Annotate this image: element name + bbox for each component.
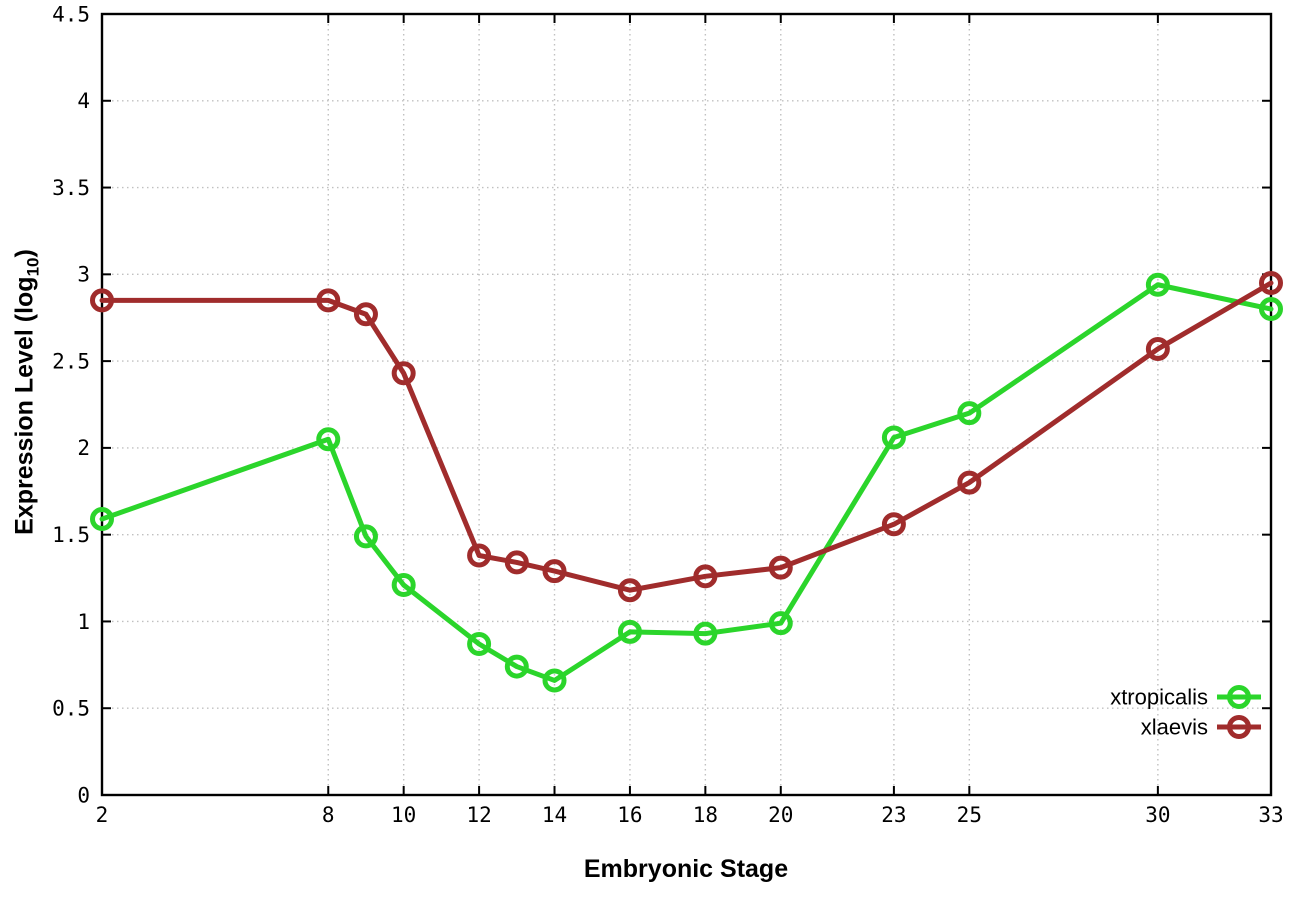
y-axis-title-subscript: 10 bbox=[23, 257, 43, 277]
xtropicalis-marker bbox=[504, 654, 529, 679]
legend-label-xlaevis: xlaevis bbox=[1141, 715, 1208, 740]
xlaevis-marker bbox=[542, 559, 567, 584]
x-tick-label: 20 bbox=[768, 803, 793, 827]
xtropicalis-marker bbox=[1259, 297, 1283, 322]
xtropicalis-marker bbox=[316, 427, 341, 452]
plot-border bbox=[100, 12, 1273, 797]
x-tick-label: 23 bbox=[881, 803, 906, 827]
y-tick-label: 4 bbox=[77, 89, 90, 113]
xlaevis-marker bbox=[316, 288, 341, 313]
xlaevis-marker bbox=[90, 288, 114, 313]
xtropicalis-marker bbox=[353, 524, 378, 549]
xlaevis-marker bbox=[391, 361, 416, 386]
y-tick-label: 3.5 bbox=[52, 176, 90, 200]
xlaevis-marker bbox=[467, 543, 492, 568]
xlaevis-marker bbox=[617, 578, 642, 603]
y-tick-label: 2.5 bbox=[52, 349, 90, 373]
legend-sample-marker-xtropicalis bbox=[1227, 685, 1251, 709]
y-tick-label: 3 bbox=[77, 263, 90, 287]
xlaevis-marker bbox=[1259, 271, 1283, 296]
xlaevis-marker bbox=[353, 302, 378, 327]
y-axis-title: Expression Level (log10) bbox=[10, 249, 43, 535]
xlaevis-marker bbox=[957, 470, 982, 495]
x-tick-label: 18 bbox=[693, 803, 718, 827]
xlaevis-marker bbox=[768, 555, 793, 580]
xtropicalis-marker bbox=[881, 425, 906, 450]
x-tick-label: 30 bbox=[1145, 803, 1170, 827]
x-tick-label: 8 bbox=[322, 803, 335, 827]
x-tick-label: 33 bbox=[1258, 803, 1283, 827]
xlaevis-marker bbox=[693, 564, 718, 589]
xtropicalis-marker bbox=[467, 632, 492, 657]
y-tick-label: 2 bbox=[77, 436, 90, 460]
x-axis-title: Embryonic Stage bbox=[583, 855, 789, 883]
legend-label-xtropicalis: xtropicalis bbox=[1110, 685, 1208, 710]
xtropicalis-marker bbox=[693, 621, 718, 646]
y-tick-label: 0 bbox=[77, 783, 90, 807]
xtropicalis-marker bbox=[768, 611, 793, 636]
xtropicalis-marker bbox=[542, 668, 567, 693]
xlaevis-marker bbox=[504, 550, 529, 575]
y-tick-label: 1.5 bbox=[52, 523, 90, 547]
xtropicalis-marker bbox=[90, 507, 114, 532]
x-tick-label: 12 bbox=[466, 803, 491, 827]
x-tick-label: 2 bbox=[96, 803, 109, 827]
xtropicalis-marker bbox=[391, 572, 416, 597]
xtropicalis-marker bbox=[957, 401, 982, 426]
y-tick-label: 4.5 bbox=[52, 2, 90, 26]
y-tick-label: 0.5 bbox=[52, 697, 90, 721]
y-tick-label: 1 bbox=[77, 610, 90, 634]
x-tick-label: 14 bbox=[542, 803, 567, 827]
legend-sample-marker-xlaevis bbox=[1227, 715, 1251, 739]
x-tick-label: 25 bbox=[957, 803, 982, 827]
xlaevis-marker bbox=[1145, 336, 1170, 361]
xlaevis-marker bbox=[881, 512, 906, 537]
xtropicalis-marker bbox=[1145, 272, 1170, 297]
x-tick-label: 10 bbox=[391, 803, 416, 827]
xtropicalis-marker bbox=[617, 619, 642, 644]
x-tick-label: 16 bbox=[617, 803, 642, 827]
